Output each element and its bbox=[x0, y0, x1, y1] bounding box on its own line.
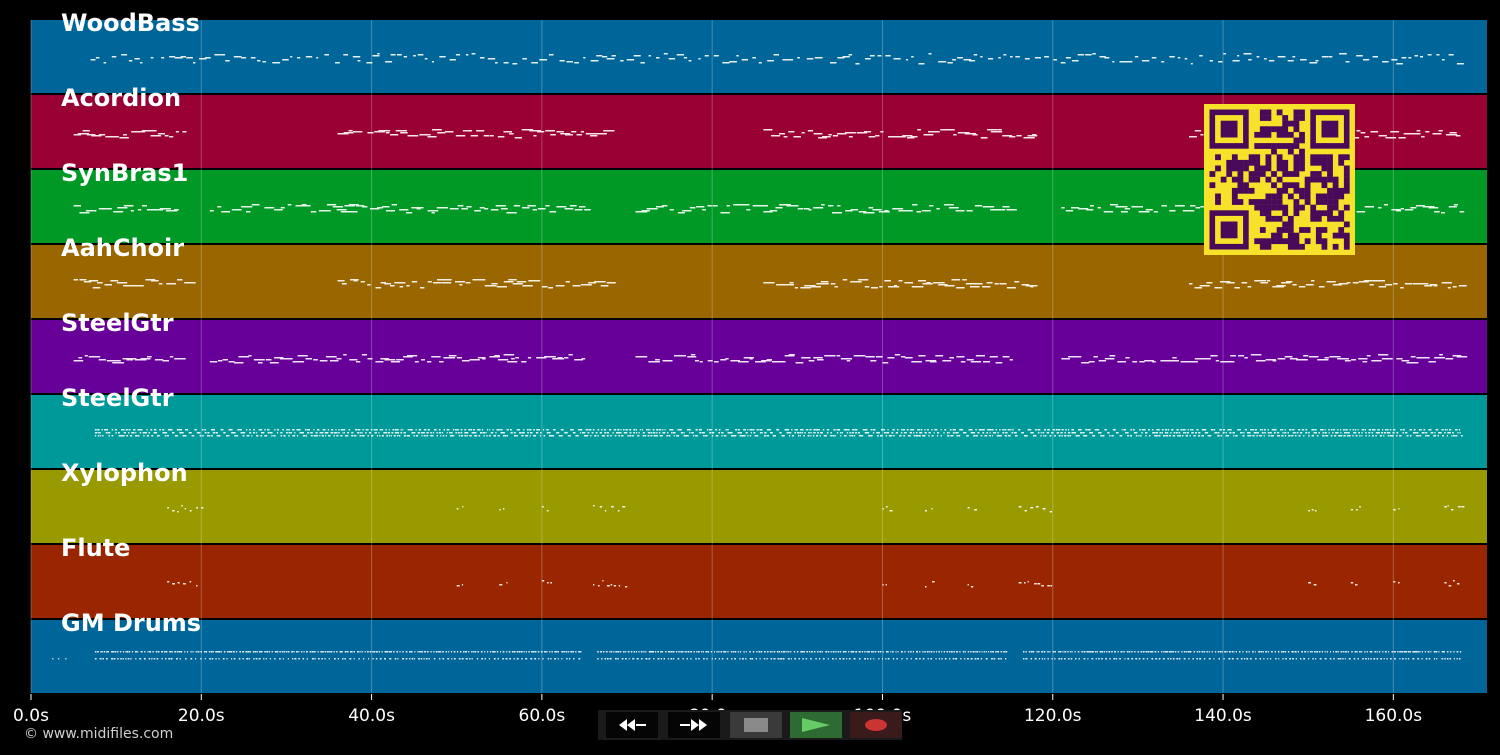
stop-button[interactable] bbox=[730, 712, 782, 738]
track-notes bbox=[94, 429, 1463, 437]
rewind-button[interactable] bbox=[606, 712, 658, 738]
track-notes bbox=[167, 505, 1465, 513]
transport-controls bbox=[598, 710, 902, 740]
track-notes bbox=[52, 651, 1462, 660]
time-tick-label: 40.0s bbox=[348, 706, 395, 726]
track-name: WoodBass bbox=[61, 9, 200, 37]
track-lane[interactable] bbox=[31, 20, 1487, 93]
time-tick-label: 20.0s bbox=[178, 706, 225, 726]
fast-forward-icon bbox=[680, 719, 707, 731]
time-tick-label: 0.0s bbox=[13, 706, 49, 726]
track-name: SteelGtr bbox=[61, 309, 174, 337]
record-icon bbox=[865, 719, 887, 731]
track-notes bbox=[90, 53, 1464, 65]
track-name: GM Drums bbox=[61, 609, 201, 637]
play-icon bbox=[802, 718, 830, 732]
time-tick-label: 160.0s bbox=[1365, 706, 1423, 726]
track-name: SteelGtr bbox=[61, 384, 174, 412]
track-notes bbox=[73, 354, 1468, 364]
track-lane[interactable] bbox=[31, 545, 1487, 618]
track-lane[interactable] bbox=[31, 470, 1487, 543]
track-lane[interactable] bbox=[31, 245, 1487, 318]
track-name: SynBras1 bbox=[61, 159, 188, 187]
record-button[interactable] bbox=[850, 712, 902, 738]
stop-icon bbox=[744, 718, 768, 732]
rewind-icon bbox=[619, 719, 646, 731]
track-name: Xylophon bbox=[61, 459, 188, 487]
time-tick-label: 60.0s bbox=[519, 706, 566, 726]
play-button[interactable] bbox=[790, 712, 842, 738]
qr-code[interactable] bbox=[1204, 104, 1355, 255]
track-name: AahChoir bbox=[61, 234, 184, 262]
track-lane[interactable] bbox=[31, 620, 1487, 693]
time-tick-label: 140.0s bbox=[1194, 706, 1252, 726]
time-tick-label: 120.0s bbox=[1024, 706, 1082, 726]
fast-forward-button[interactable] bbox=[668, 712, 720, 738]
track-lane[interactable] bbox=[31, 395, 1487, 468]
copyright-text: © www.midifiles.com bbox=[24, 726, 174, 742]
track-name: Flute bbox=[61, 534, 130, 562]
track-name: Acordion bbox=[61, 84, 181, 112]
track-notes bbox=[73, 279, 1467, 289]
track-lane[interactable] bbox=[31, 320, 1487, 393]
track-notes bbox=[167, 580, 1460, 588]
